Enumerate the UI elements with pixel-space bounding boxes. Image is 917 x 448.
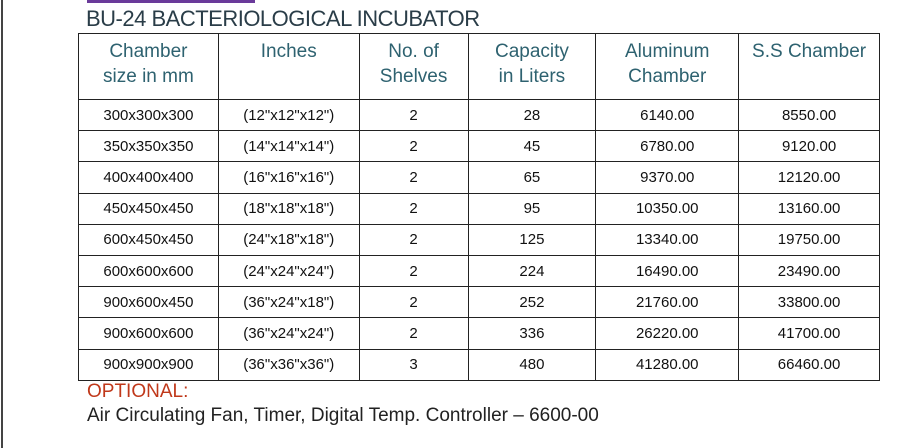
table-row: 600x600x600 (24"x24"x24") 2 224 16490.00 2349… bbox=[78, 254, 880, 288]
table-cell: 2 bbox=[358, 98, 469, 132]
table-cell: 600x450x450 bbox=[78, 223, 219, 256]
table-cell: 480 bbox=[467, 348, 597, 381]
table-cell: 252 bbox=[467, 286, 597, 319]
table-cell: 350x350x350 bbox=[78, 130, 219, 163]
table-cell: 9120.00 bbox=[738, 130, 880, 163]
table-cell: 2 bbox=[358, 161, 469, 194]
header-line: Inches bbox=[260, 41, 317, 62]
table-cell: 12120.00 bbox=[738, 161, 880, 194]
table-cell: (14"x14"x14") bbox=[217, 130, 360, 163]
table-cell: 2 bbox=[358, 254, 469, 288]
table-row: 900x600x450 (36"x24"x18") 2 252 21760.00 3380… bbox=[78, 286, 880, 319]
header-line: in Liters bbox=[498, 66, 566, 87]
column-header: Inches bbox=[217, 33, 360, 100]
table-cell: 66460.00 bbox=[738, 348, 880, 381]
table-cell: 2 bbox=[358, 130, 469, 163]
header-line: size in mm bbox=[103, 66, 194, 87]
accent-bar bbox=[87, 0, 255, 3]
header-row: Chamber size in mm Inches No. of Shelves Capa… bbox=[78, 33, 880, 100]
optional-text: Air Circulating Fan, Timer, Digital Temp… bbox=[87, 405, 599, 426]
table-cell: (18"x18"x18") bbox=[217, 192, 360, 225]
table-cell: 3 bbox=[358, 348, 469, 381]
table-cell: 19750.00 bbox=[738, 223, 880, 256]
table-cell: (24"x18"x18") bbox=[217, 223, 360, 256]
table-cell: 2 bbox=[358, 286, 469, 319]
table-cell: 900x900x900 bbox=[78, 348, 219, 381]
table-cell: 26220.00 bbox=[595, 317, 740, 350]
optional-label: OPTIONAL: bbox=[87, 381, 189, 402]
page-title: BU-24 BACTERIOLOGICAL INCUBATOR bbox=[86, 6, 480, 31]
table-row: 900x900x900 (36"x36"x36") 3 480 41280.00 6646… bbox=[78, 348, 880, 381]
table-cell: 13160.00 bbox=[738, 192, 880, 225]
table-cell: (16"x16"x16") bbox=[217, 161, 360, 194]
table-cell: 33800.00 bbox=[738, 286, 880, 319]
table-cell: 224 bbox=[467, 254, 597, 288]
table-cell: 28 bbox=[467, 98, 597, 132]
table-cell: 2 bbox=[358, 317, 469, 350]
table-cell: 900x600x600 bbox=[78, 317, 219, 350]
table-cell: (36"x36"x36") bbox=[217, 348, 360, 381]
table-row: 450x450x450 (18"x18"x18") 2 95 10350.00 13160… bbox=[78, 192, 880, 225]
table-cell: 21760.00 bbox=[595, 286, 740, 319]
table-row: 350x350x350 (14"x14"x14") 2 45 6780.00 9120.0… bbox=[78, 130, 880, 163]
table-row: 300x300x300 (12"x12"x12") 2 28 6140.00 8550.0… bbox=[78, 98, 880, 132]
table-cell: 6780.00 bbox=[595, 130, 740, 163]
table-cell: (36"x24"x24") bbox=[217, 317, 360, 350]
header-line: Capacity bbox=[494, 41, 569, 62]
column-header: Capacity in Liters bbox=[467, 33, 597, 100]
table-cell: 10350.00 bbox=[595, 192, 740, 225]
table-row: 900x600x600 (36"x24"x24") 2 336 26220.00 4170… bbox=[78, 317, 880, 350]
header-line: Aluminum bbox=[625, 41, 710, 62]
table-row: 400x400x400 (16"x16"x16") 2 65 9370.00 12120.… bbox=[78, 161, 880, 194]
table-cell: 6140.00 bbox=[595, 98, 740, 132]
table-cell: 8550.00 bbox=[738, 98, 880, 132]
column-header: Aluminum Chamber bbox=[595, 33, 740, 100]
table-cell: 95 bbox=[467, 192, 597, 225]
table-cell: 2 bbox=[358, 192, 469, 225]
header-line: Chamber bbox=[109, 41, 188, 62]
table-cell: 13340.00 bbox=[595, 223, 740, 256]
table-cell: 9370.00 bbox=[595, 161, 740, 194]
table-cell: (24"x24"x24") bbox=[217, 254, 360, 288]
table-cell: 45 bbox=[467, 130, 597, 163]
table-cell: 336 bbox=[467, 317, 597, 350]
header-line: S.S Chamber bbox=[752, 41, 867, 62]
table-cell: 600x600x600 bbox=[78, 254, 219, 288]
header-line: Chamber bbox=[628, 66, 707, 87]
table-cell: 900x600x450 bbox=[78, 286, 219, 319]
table-row: 600x450x450 (24"x18"x18") 2 125 13340.00 1975… bbox=[78, 223, 880, 256]
table-cell: 65 bbox=[467, 161, 597, 194]
column-header: S.S Chamber bbox=[738, 33, 880, 100]
table-cell: (12"x12"x12") bbox=[217, 98, 360, 132]
header-line: No. of bbox=[388, 41, 439, 62]
table-cell: 450x450x450 bbox=[78, 192, 219, 225]
price-table: Chamber size in mm Inches No. of Shelves Capa… bbox=[78, 33, 880, 381]
table-cell: 41280.00 bbox=[595, 348, 740, 381]
table-cell: 41700.00 bbox=[738, 317, 880, 350]
table-cell: 300x300x300 bbox=[78, 98, 219, 132]
table-cell: (36"x24"x18") bbox=[217, 286, 360, 319]
table-cell: 16490.00 bbox=[595, 254, 740, 288]
table-cell: 400x400x400 bbox=[78, 161, 219, 194]
page-edge bbox=[1, 0, 3, 448]
column-header: No. of Shelves bbox=[358, 33, 469, 100]
table-cell: 125 bbox=[467, 223, 597, 256]
header-line: Shelves bbox=[379, 66, 448, 87]
column-header: Chamber size in mm bbox=[78, 33, 219, 100]
table-cell: 2 bbox=[358, 223, 469, 256]
table-cell: 23490.00 bbox=[738, 254, 880, 288]
